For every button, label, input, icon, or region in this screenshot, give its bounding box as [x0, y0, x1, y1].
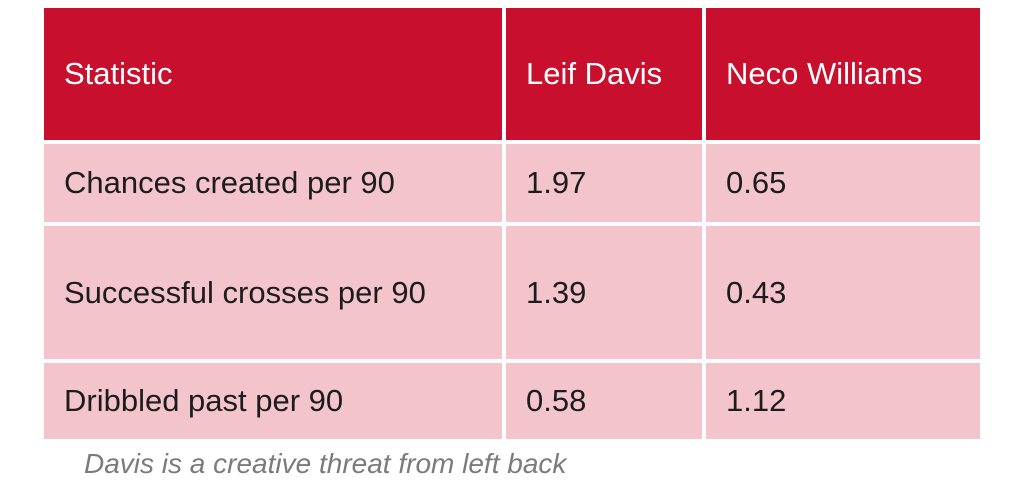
stat-label: Successful crosses per 90 — [44, 226, 506, 363]
table-row: Chances created per 90 1.97 0.65 — [44, 144, 980, 226]
davis-value: 1.97 — [506, 144, 706, 226]
davis-value: 0.58 — [506, 363, 706, 439]
table-header-row: Statistic Leif Davis Neco Williams — [44, 8, 980, 144]
comparison-table: Statistic Leif Davis Neco Williams Chanc… — [44, 8, 980, 439]
stat-label: Chances created per 90 — [44, 144, 506, 226]
stat-label: Dribbled past per 90 — [44, 363, 506, 439]
table-row: Dribbled past per 90 0.58 1.12 — [44, 363, 980, 439]
davis-value: 1.39 — [506, 226, 706, 363]
table-row: Successful crosses per 90 1.39 0.43 — [44, 226, 980, 363]
williams-value: 0.65 — [706, 144, 980, 226]
williams-value: 0.43 — [706, 226, 980, 363]
table-caption: Davis is a creative threat from left bac… — [84, 448, 567, 479]
header-statistic: Statistic — [44, 8, 506, 144]
header-neco-williams: Neco Williams — [706, 8, 980, 144]
williams-value: 1.12 — [706, 363, 980, 439]
header-leif-davis: Leif Davis — [506, 8, 706, 144]
